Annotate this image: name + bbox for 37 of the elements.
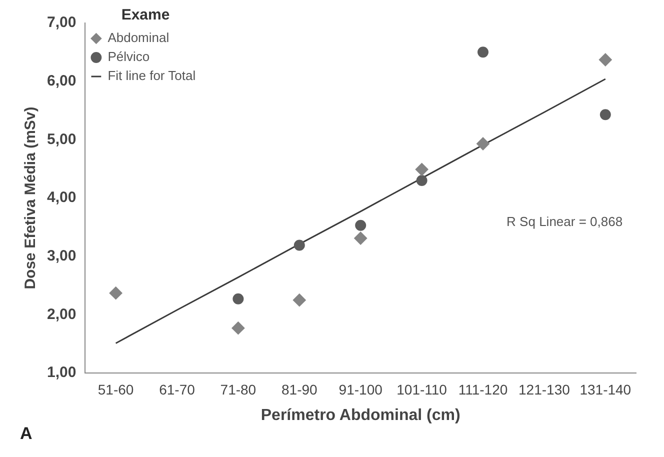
point [598,53,612,66]
legend-title: Exame [121,6,170,24]
y-tick-label: 3,00 [46,247,76,264]
x-tick-label: 101-110 [396,381,448,398]
point [232,293,244,304]
annotation: R Sq Linear = 0,868 [506,214,623,229]
point [415,162,428,176]
x-tick-label: 81-90 [281,381,318,398]
point [355,220,366,231]
legend-label: Abdominal [108,30,170,46]
point [294,240,305,251]
text: A [20,424,32,443]
y-tick-label: 4,00 [46,189,76,206]
y-tick-label: 2,00 [46,306,76,323]
x-tick-label: 71-80 [220,381,256,398]
point [354,232,368,245]
point [600,109,611,120]
point [109,286,122,300]
y-tick-label: 5,00 [46,130,76,148]
point [476,137,490,150]
legend-label: Fit line for Total [108,68,196,84]
x-tick-label: 61-70 [159,381,196,398]
x-tick-label: 131-140 [580,381,632,398]
point [292,294,306,307]
point [478,46,488,58]
x-tick-label: 91-100 [338,381,383,398]
x-tick-label: 111-120 [458,381,508,398]
y-tick-label: 6,00 [46,72,76,90]
y-tick-label: 1,00 [46,364,76,382]
x-tick-label: 51-60 [98,381,134,398]
point [232,322,245,335]
point [416,175,428,186]
legend-label: Pélvico [108,49,150,64]
y-tick-label: 7,00 [46,14,76,32]
x-tick-label: 121-130 [518,381,570,398]
x-axis-title: Perímetro Abdominal (cm) [260,406,460,424]
y-axis-title: Dose Efetiva Média (mSv) [22,106,40,290]
